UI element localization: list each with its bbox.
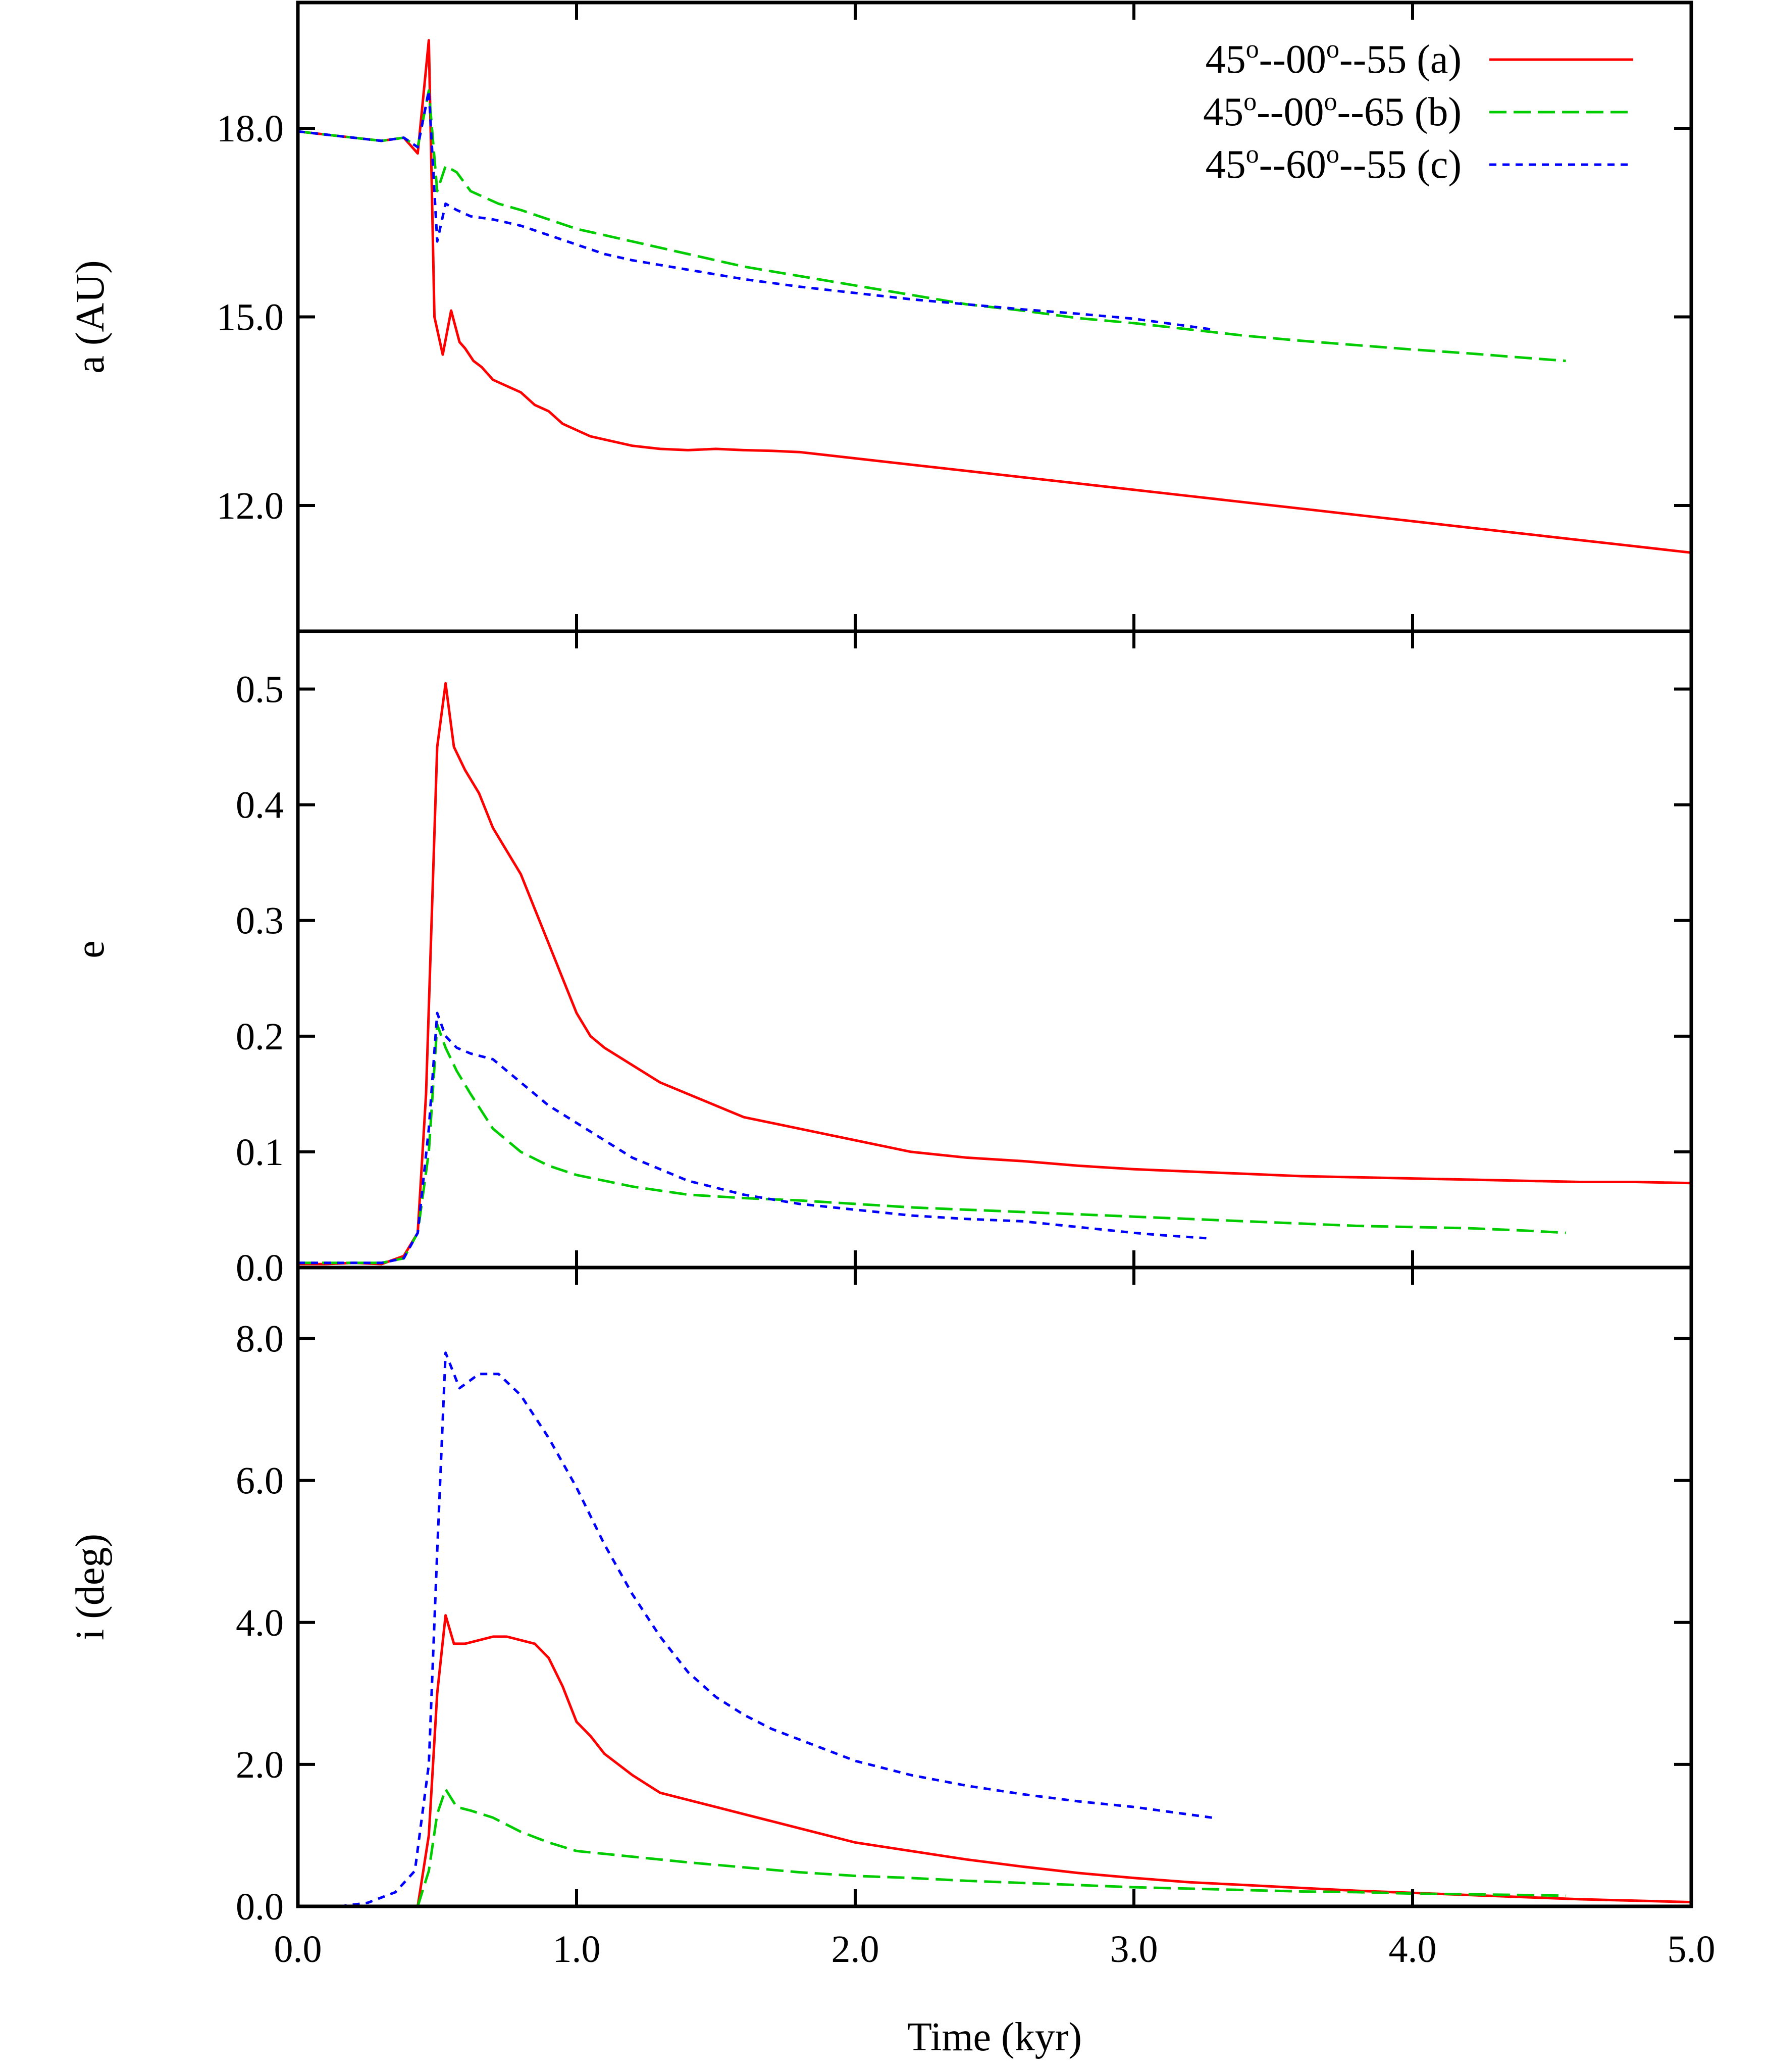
legend-degree-superscript: o <box>1324 87 1337 116</box>
ytick-label-i: 2.0 <box>236 1744 284 1786</box>
ytick-label-e: 0.0 <box>236 1247 284 1289</box>
legend-label-c: 45o--60o--55 (c) <box>1206 140 1462 187</box>
legend-degree-superscript: o <box>1326 140 1339 169</box>
series-a-a <box>298 39 1691 554</box>
ytick-label-a: 12.0 <box>217 485 284 527</box>
ytick-label-i: 4.0 <box>236 1602 284 1644</box>
y-axis-title-e: e <box>68 940 113 958</box>
ytick-label-i: 6.0 <box>236 1460 284 1502</box>
ytick-label-a: 15.0 <box>217 296 284 339</box>
series-i-a <box>416 1614 1691 1906</box>
legend-degree-superscript: o <box>1243 87 1257 116</box>
legend-label-part: --00 <box>1257 90 1324 134</box>
series-i-c <box>339 1351 1212 1906</box>
panel-i: 0.0 2.0 4.0 6.0 8.0 i (deg) <box>68 1266 1693 1928</box>
panel-frame-a <box>296 1 1693 633</box>
ytick-label-a: 18.0 <box>217 108 284 150</box>
series-e-a <box>298 682 1691 1266</box>
series-e-c <box>298 1012 1212 1265</box>
ytick-label-i: 8.0 <box>236 1318 284 1360</box>
legend-label-part: --55 (c) <box>1339 142 1462 187</box>
xtick-label: 1.0 <box>553 1928 601 1970</box>
ytick-label-e: 0.3 <box>236 900 284 942</box>
x-axis-title: Time (kyr) <box>907 2015 1082 2059</box>
series-a-c <box>298 89 1212 331</box>
xtick-label: 5.0 <box>1668 1928 1716 1970</box>
legend-label-part: --65 (b) <box>1337 90 1462 134</box>
series-a-b <box>298 89 1566 363</box>
series-e-b <box>298 1023 1566 1265</box>
ytick-label-e: 0.1 <box>236 1131 284 1174</box>
legend-label-b: 45o--00o--65 (b) <box>1203 87 1462 134</box>
ytick-label-e: 0.5 <box>236 669 284 711</box>
legend-label-part: 45 <box>1206 142 1246 187</box>
y-axis-title-a: a (AU) <box>68 260 113 373</box>
xtick-label: 3.0 <box>1110 1928 1158 1970</box>
xtick-label: 4.0 <box>1389 1928 1437 1970</box>
y-axis-title-i: i (deg) <box>68 1534 113 1640</box>
legend-label-part: 45 <box>1206 37 1246 82</box>
legend: 45o--00o--55 (a)45o--00o--65 (b)45o--60o… <box>1203 35 1633 187</box>
legend-degree-superscript: o <box>1246 140 1259 169</box>
panel-e: 0.0 0.1 0.2 0.3 0.4 0.5 e <box>68 629 1693 1289</box>
xtick-label: 2.0 <box>831 1928 879 1970</box>
legend-label-a: 45o--00o--55 (a) <box>1206 35 1462 82</box>
panel-frame-e <box>296 629 1693 1270</box>
legend-degree-superscript: o <box>1326 35 1339 64</box>
xtick-label: 0.0 <box>274 1928 322 1970</box>
legend-label-part: 45 <box>1203 90 1243 134</box>
legend-degree-superscript: o <box>1246 35 1259 64</box>
series-i-b <box>417 1788 1566 1906</box>
ytick-label-e: 0.4 <box>236 784 284 827</box>
legend-label-part: --55 (a) <box>1339 37 1462 82</box>
legend-label-part: --00 <box>1259 37 1326 82</box>
ytick-label-i: 0.0 <box>236 1886 284 1928</box>
ytick-label-e: 0.2 <box>236 1016 284 1058</box>
legend-label-part: --60 <box>1259 142 1326 187</box>
panel-frame-i <box>296 1266 1693 1908</box>
